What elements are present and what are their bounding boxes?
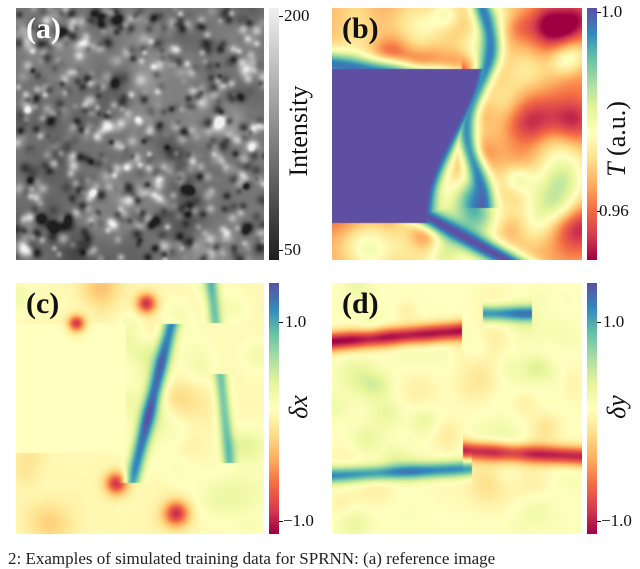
panel-c-tick-1: 1.0 [285, 312, 307, 331]
panel-d-image: (d) [332, 283, 582, 534]
panel-b-tickmark-top [597, 12, 601, 13]
panel-b-heatmap [332, 8, 582, 260]
panel-c-tick-neg1: −1.0 [283, 511, 314, 530]
panel-a-heatmap [16, 8, 264, 260]
panel-d-tickmark-top [597, 322, 601, 323]
panel-a-label: (a) [26, 12, 61, 45]
panel-a-colorbar [269, 8, 279, 260]
panel-b-colorbar [587, 8, 597, 260]
panel-d-heatmap [332, 283, 582, 534]
figure-caption: 2: Examples of simulated training data f… [8, 549, 496, 568]
panel-b-tick-096: 0.96 [599, 201, 629, 220]
panel-c-tickmark-top [279, 322, 283, 323]
panel-c-image: (c) [16, 283, 264, 534]
panel-d-tick-1: 1.0 [603, 312, 625, 331]
panel-c-colorbar [269, 283, 279, 534]
panel-c-heatmap [16, 283, 264, 534]
panel-b-tickmark-bottom [597, 211, 601, 212]
panel-a-tickmark-bottom [279, 250, 283, 251]
panel-a-tickmark-top [279, 16, 283, 17]
panel-b-label: (b) [342, 12, 379, 45]
panel-c-label: (c) [26, 287, 60, 320]
panel-d-label: (d) [342, 287, 379, 320]
panel-b-colorbar-label: T (a.u.) [602, 101, 631, 177]
panel-a-tick-200: 200 [284, 6, 310, 25]
panel-d-colorbar [587, 283, 597, 534]
panel-c-tickmark-bottom [279, 521, 283, 522]
panel-c-colorbar-label: δx [284, 395, 313, 419]
panel-a-colorbar-label: Intensity [284, 85, 313, 177]
panel-b-tick-1: 1.0 [601, 2, 623, 21]
panel-a-tick-50: 50 [284, 240, 301, 259]
panel-d-colorbar-label: δy [602, 395, 631, 419]
panel-b-image: (b) [332, 8, 582, 260]
panel-a-image: (a) [16, 8, 264, 260]
panel-d-tick-neg1: −1.0 [601, 511, 632, 530]
panel-d-tickmark-bottom [597, 521, 601, 522]
